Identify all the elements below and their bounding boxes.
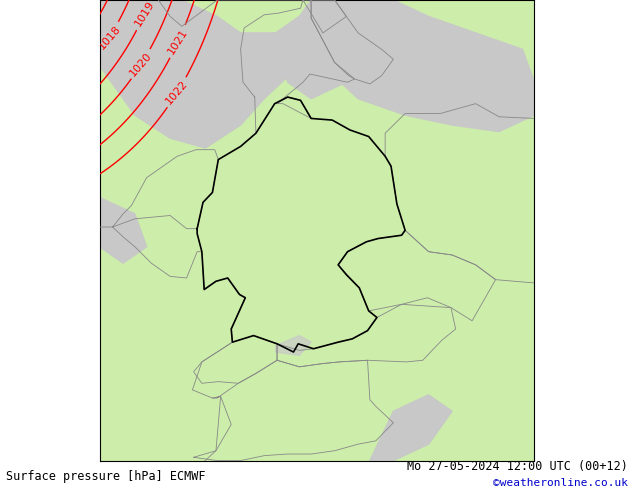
Text: Surface pressure [hPa] ECMWF: Surface pressure [hPa] ECMWF <box>6 469 206 483</box>
Text: ©weatheronline.co.uk: ©weatheronline.co.uk <box>493 478 628 488</box>
Text: 1020: 1020 <box>128 50 154 78</box>
Text: 1021: 1021 <box>166 27 190 56</box>
Text: 1019: 1019 <box>133 0 156 28</box>
Polygon shape <box>100 0 299 148</box>
Polygon shape <box>100 197 146 263</box>
Polygon shape <box>276 336 311 355</box>
Polygon shape <box>276 17 346 98</box>
Text: Mo 27-05-2024 12:00 UTC (00+12): Mo 27-05-2024 12:00 UTC (00+12) <box>407 460 628 473</box>
Polygon shape <box>370 395 452 461</box>
Text: 1018: 1018 <box>96 23 122 51</box>
Polygon shape <box>276 0 534 132</box>
Text: 1022: 1022 <box>164 78 190 107</box>
